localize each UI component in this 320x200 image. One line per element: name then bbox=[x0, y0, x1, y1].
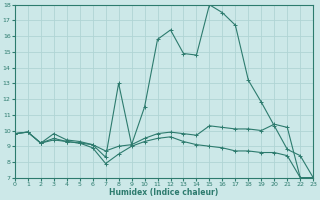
X-axis label: Humidex (Indice chaleur): Humidex (Indice chaleur) bbox=[109, 188, 219, 197]
